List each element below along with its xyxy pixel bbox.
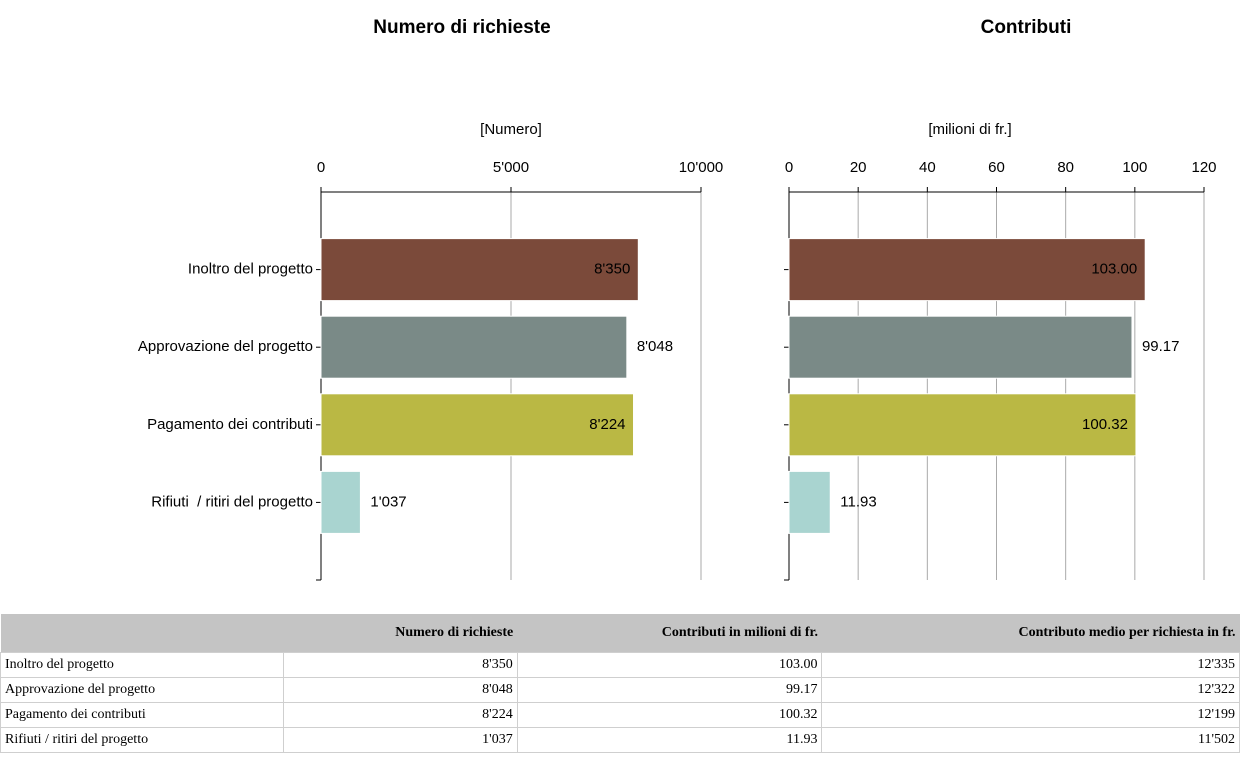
chart-title: Contributi	[981, 17, 1072, 38]
table-cell: 99.17	[516, 677, 823, 703]
y-tick-label: Inoltro del progetto	[188, 261, 313, 278]
table-cell: Inoltro del progetto	[0, 652, 284, 678]
y-tick-label: Approvazione del progetto	[138, 338, 313, 355]
header-cell	[0, 614, 284, 653]
table-cell: Approvazione del progetto	[0, 677, 284, 703]
table-cell: 12'199	[821, 702, 1240, 728]
x-tick-label: 80	[1057, 159, 1074, 176]
x-tick-label: 60	[988, 159, 1005, 176]
bar	[320, 238, 639, 302]
data-label: 100.32	[1082, 416, 1128, 433]
y-tick-label: Pagamento dei contributi	[147, 416, 313, 433]
x-tick-label: 20	[850, 159, 867, 176]
header-cell: Contributi in milioni di fr.	[517, 614, 822, 653]
header-cell: Contributo medio per richiesta in fr.	[821, 614, 1240, 653]
table-cell: 12'335	[821, 652, 1240, 678]
table-cell: 103.00	[516, 652, 823, 678]
x-tick-label: 0	[317, 159, 325, 176]
x-tick-label: 100	[1122, 159, 1147, 176]
bar	[320, 393, 635, 457]
bar	[320, 315, 628, 379]
table-cell: 8'350	[283, 652, 518, 678]
data-label: 1'037	[370, 493, 406, 510]
bar	[788, 470, 831, 534]
data-label: 11.93	[840, 493, 876, 510]
bar	[320, 470, 361, 534]
bar	[788, 393, 1137, 457]
header-row: Numero di richieste Contributi in milioni…	[0, 614, 1240, 653]
y-tick-label: Rifiuti / ritiri del progetto	[151, 493, 313, 510]
table-cell: 11'502	[821, 727, 1240, 753]
table-row: Inoltro del progetto 8'350 103.00 12'335	[0, 652, 1240, 678]
table-row: Pagamento dei contributi 8'224 100.32 12'19…	[0, 702, 1240, 728]
table-cell: 8'048	[283, 677, 518, 703]
data-label: 99.17	[1142, 338, 1180, 355]
x-tick-label: 10'000	[679, 159, 724, 176]
bar	[788, 238, 1146, 302]
bar	[788, 315, 1133, 379]
x-tick-label: 40	[919, 159, 936, 176]
table-row: Approvazione del progetto 8'048 99.17 12'32…	[0, 677, 1240, 703]
charts: Numero di richieste [Numero] 0 5'000 10'000 I…	[138, 17, 1217, 581]
table-row: Rifiuti / ritiri del progetto 1'037 11.93 1…	[0, 727, 1240, 753]
table-cell: 1'037	[283, 727, 518, 753]
x-tick-label: 0	[785, 159, 793, 176]
table-cell: Pagamento dei contributi	[0, 702, 284, 728]
x-tick-label: 5'000	[493, 159, 529, 176]
data-label: 103.00	[1091, 261, 1137, 278]
axis-label: [Numero]	[480, 121, 542, 138]
table-cell: 11.93	[516, 727, 823, 753]
table-cell: 8'224	[283, 702, 518, 728]
data-label: 8'048	[637, 338, 673, 355]
table-cell: 12'322	[821, 677, 1240, 703]
table-cell: Rifiuti / ritiri del progetto	[0, 727, 284, 753]
data-label: 8'224	[589, 416, 625, 433]
header-cell: Numero di richieste	[283, 614, 518, 653]
data-label: 8'350	[594, 261, 630, 278]
x-tick-label: 120	[1191, 159, 1216, 176]
chart-title: Numero di richieste	[373, 17, 550, 38]
axis-label: [milioni di fr.]	[928, 121, 1011, 138]
data-table: Numero di richieste Contributi in milioni…	[0, 614, 1240, 753]
table-cell: 100.32	[516, 702, 823, 728]
